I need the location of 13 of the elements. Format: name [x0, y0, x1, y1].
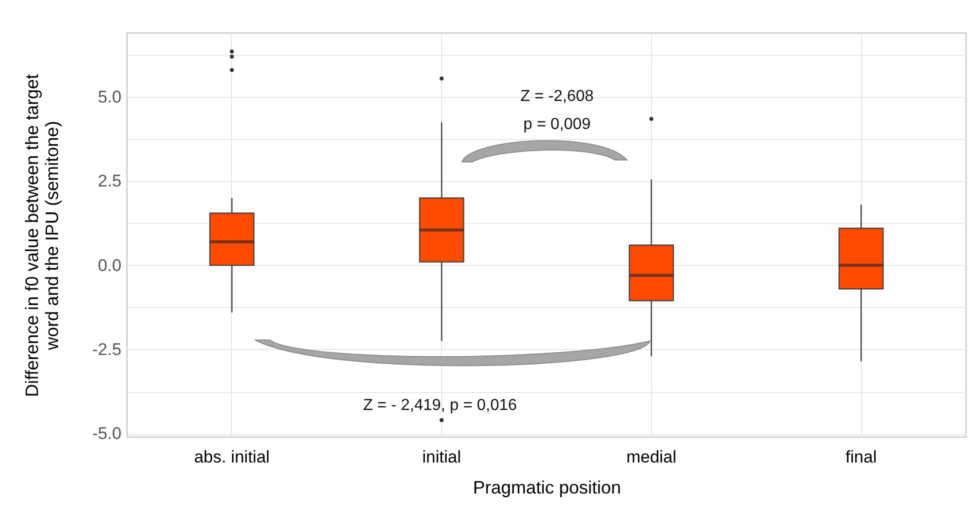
y-tick-label: -5.0 [92, 424, 122, 444]
y-tick-label: 2.5 [98, 172, 122, 191]
annotation: Z = -2,608 p = 0,009 [520, 88, 594, 133]
x-tick-label: initial [422, 448, 461, 466]
x-tick-label: medial [626, 448, 676, 466]
x-tick-label: abs. initial [194, 448, 270, 466]
x-tick-label: final [846, 448, 877, 466]
y-tick-label: -2.5 [92, 340, 122, 359]
y-tick-label: 0.0 [98, 256, 122, 275]
y-axis-title: Difference in f0 value between the target word and the IPU (semitone) [22, 74, 62, 397]
x-axis-title: Pragmatic position [472, 478, 622, 498]
annotation: Z = - 2,419, p = 0,016 [363, 397, 518, 414]
y-tick-label: 5.0 [98, 87, 122, 106]
